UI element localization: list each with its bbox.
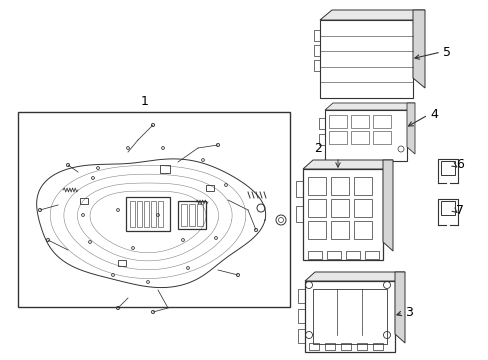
Polygon shape	[319, 10, 424, 20]
Polygon shape	[325, 103, 414, 110]
Bar	[364, 251, 378, 259]
Bar	[305, 281, 394, 352]
Bar	[118, 260, 126, 266]
Bar	[307, 251, 321, 259]
Bar	[328, 115, 346, 128]
Polygon shape	[305, 272, 404, 281]
Bar	[319, 20, 412, 98]
Bar	[313, 45, 319, 56]
Bar	[80, 198, 88, 204]
Bar	[440, 161, 454, 175]
Polygon shape	[303, 160, 392, 169]
Polygon shape	[382, 160, 392, 251]
Text: 7: 7	[455, 203, 463, 216]
Bar	[353, 221, 371, 239]
Bar	[353, 177, 371, 195]
Bar	[181, 204, 186, 226]
Bar	[158, 201, 163, 227]
Bar	[151, 201, 156, 227]
Polygon shape	[406, 103, 414, 154]
Bar	[307, 221, 325, 239]
Bar	[178, 201, 205, 229]
Bar	[313, 60, 319, 71]
Bar	[353, 199, 371, 217]
Bar	[295, 181, 303, 197]
Text: 4: 4	[429, 108, 437, 122]
Bar	[297, 309, 305, 323]
Bar	[318, 134, 325, 145]
Bar	[325, 110, 406, 161]
Text: 2: 2	[313, 142, 321, 155]
Bar	[205, 185, 214, 191]
Bar	[372, 343, 382, 350]
Bar	[297, 329, 305, 343]
Bar	[130, 201, 135, 227]
Bar	[330, 177, 348, 195]
Bar	[297, 289, 305, 303]
Bar	[189, 204, 195, 226]
Bar	[326, 251, 340, 259]
Bar	[137, 201, 142, 227]
Bar	[143, 201, 149, 227]
Bar	[350, 115, 368, 128]
Bar	[318, 118, 325, 129]
Bar	[340, 343, 350, 350]
Bar	[372, 115, 390, 128]
Bar	[197, 204, 203, 226]
Bar	[295, 206, 303, 222]
Bar	[313, 30, 319, 41]
Text: 3: 3	[404, 306, 412, 320]
Bar	[350, 131, 368, 144]
Bar	[440, 201, 454, 215]
Polygon shape	[394, 272, 404, 343]
Bar	[328, 131, 346, 144]
Bar	[160, 165, 170, 173]
Bar	[307, 199, 325, 217]
Bar	[356, 343, 366, 350]
Text: 1: 1	[141, 95, 149, 108]
Polygon shape	[412, 10, 424, 88]
Bar	[307, 177, 325, 195]
Text: 6: 6	[455, 158, 463, 171]
Bar	[312, 289, 386, 344]
Bar	[308, 343, 318, 350]
Bar	[325, 343, 334, 350]
Bar	[330, 199, 348, 217]
Bar	[372, 131, 390, 144]
Bar	[303, 169, 382, 260]
Bar	[126, 197, 170, 231]
Text: 5: 5	[442, 45, 450, 58]
Bar	[346, 251, 359, 259]
Bar	[18, 112, 289, 307]
Bar	[330, 221, 348, 239]
